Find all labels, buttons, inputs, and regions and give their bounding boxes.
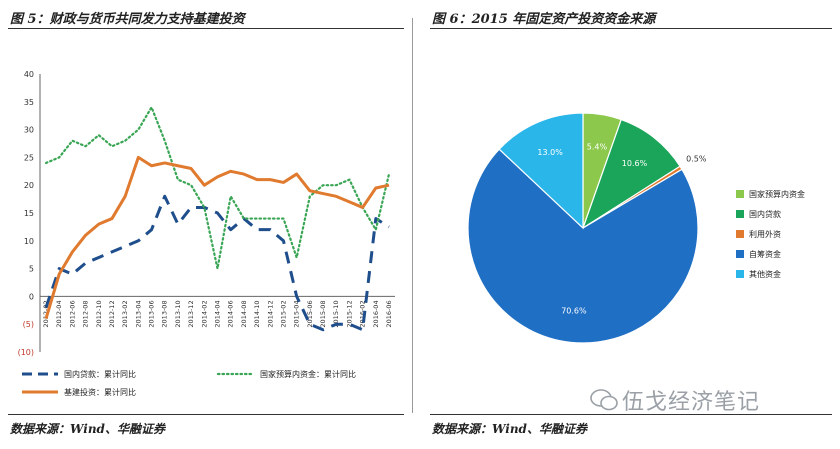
- x-tick-label: 2013-06: [148, 300, 156, 327]
- pie-chart: 5.4% 10.6% 0.5% 70.6% 13.0% 国家预算内资金国内贷款利用外资自筹…: [467, 112, 805, 344]
- legend-label-pie-3: 自筹资金: [749, 249, 781, 259]
- right-source-rule: [430, 414, 832, 415]
- right-figure-title: 图 6：2015 年固定资产投资资金来源: [432, 12, 656, 27]
- x-tick-label: 2014-02: [200, 300, 208, 327]
- pie-value-label-0: 5.4%: [587, 142, 608, 151]
- x-tick-label: 2012-08: [82, 300, 90, 327]
- x-tick-label: 2015-10: [332, 300, 340, 327]
- wechat-icon: [590, 389, 618, 411]
- right-source-text: 数据来源：Wind、华融证券: [432, 422, 587, 436]
- pie-slice-3: [467, 148, 699, 344]
- series-line-1: [44, 106, 391, 270]
- x-tick-label: 2014-06: [227, 300, 235, 327]
- y-tick-label: (10): [18, 348, 34, 357]
- x-tick-label: 2014-08: [240, 300, 248, 327]
- x-tick-label: 2012-04: [55, 300, 63, 327]
- y-tick-label: 25: [24, 153, 34, 162]
- x-tick-label: 2016-02: [359, 300, 367, 327]
- legend-swatch-pie-2: [736, 230, 744, 238]
- x-tick-label: 2014-10: [253, 300, 261, 327]
- x-tick-label: 2015-08: [319, 300, 327, 327]
- legend-label-1: 国家预算内资金：累计同比: [260, 369, 356, 379]
- series-line-0: [44, 194, 390, 332]
- pie-slice-4: [498, 112, 584, 230]
- y-tick-label: 0: [29, 292, 34, 301]
- x-tick-label: 2016-06: [385, 300, 393, 327]
- legend-swatch-pie-0: [736, 190, 744, 198]
- left-figure-title: 图 5：财政与货币共同发力支持基建投资: [10, 12, 245, 27]
- x-tick-label: 2013-02: [121, 300, 129, 327]
- legend-swatch-pie-3: [736, 250, 744, 258]
- x-tick-label: 2013-12: [187, 300, 195, 327]
- x-tick-label: 2013-04: [134, 300, 142, 327]
- x-tick-label: 2015-04: [293, 300, 301, 327]
- legend-label-2: 基建投资：累计同比: [64, 387, 136, 397]
- pie-value-label-3: 70.6%: [561, 306, 587, 315]
- y-tick-label: 20: [24, 181, 34, 190]
- legend-label-pie-0: 国家预算内资金: [749, 189, 805, 199]
- y-tick-label: 5: [29, 265, 34, 274]
- x-tick-label: 2016-04: [372, 300, 380, 327]
- left-title-rule: [8, 28, 404, 29]
- right-title-rule: [430, 28, 832, 29]
- pie-value-label-2: 0.5%: [686, 155, 707, 164]
- x-tick-label: 2014-12: [266, 300, 274, 327]
- legend-label-0: 国内贷款：累计同比: [64, 369, 136, 379]
- y-tick-label: 30: [24, 126, 34, 135]
- y-tick-label: 15: [24, 209, 34, 218]
- legend-swatch-pie-4: [736, 270, 744, 278]
- x-tick-label: 2013-10: [174, 300, 182, 327]
- legend-label-pie-2: 利用外资: [749, 229, 781, 239]
- x-tick-label: 2013-08: [161, 300, 169, 327]
- y-tick-label: (5): [23, 320, 34, 329]
- y-tick-label: 40: [24, 70, 34, 79]
- watermark: 伍戈经济笔记: [622, 390, 761, 415]
- y-tick-label: 10: [24, 237, 34, 246]
- legend-swatch-pie-1: [736, 210, 744, 218]
- pie-value-label-4: 13.0%: [537, 148, 563, 157]
- legend-label-pie-1: 国内贷款: [749, 209, 781, 219]
- legend-label-pie-4: 其他资金: [749, 269, 781, 279]
- x-tick-label: 2015-02: [279, 300, 287, 327]
- left-source-rule: [8, 414, 404, 415]
- x-tick-label: 2015-12: [345, 300, 353, 327]
- x-tick-label: 2012-10: [95, 300, 103, 327]
- y-tick-label: 35: [24, 98, 34, 107]
- x-tick-label: 2014-04: [214, 300, 222, 327]
- x-tick-label: 2015-06: [306, 300, 314, 327]
- x-tick-label: 2012-06: [68, 300, 76, 327]
- pie-slice-1: [581, 118, 681, 230]
- series-line-2: [44, 155, 390, 320]
- left-source-text: 数据来源：Wind、华融证券: [10, 422, 165, 436]
- x-tick-label: 2012-12: [108, 300, 116, 327]
- panel-divider: [412, 18, 413, 413]
- pie-value-label-1: 10.6%: [622, 159, 648, 168]
